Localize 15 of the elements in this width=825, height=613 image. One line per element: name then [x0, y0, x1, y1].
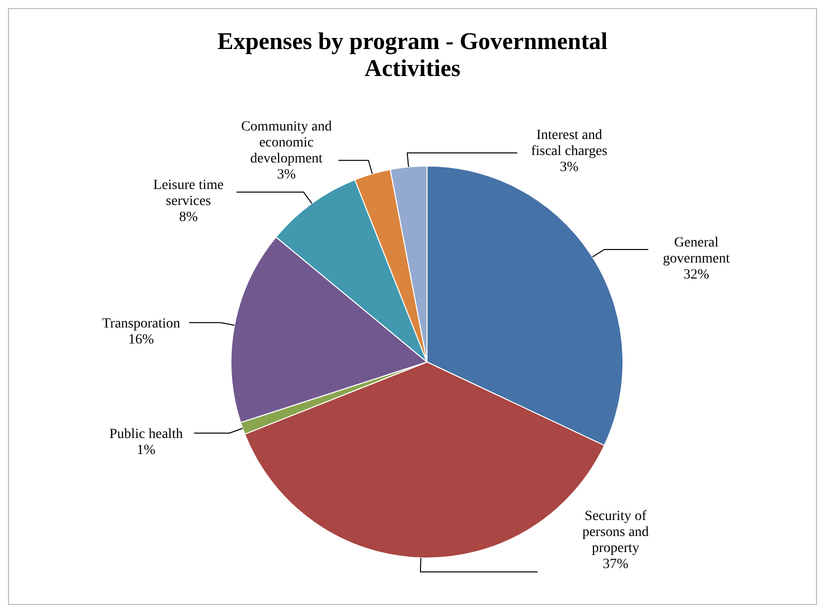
- slice-label: Leisure time services: [153, 178, 224, 210]
- slice-label: Community and economic development: [241, 119, 332, 166]
- slice-label: Security of persons and property: [582, 508, 649, 556]
- data-label: 1%: [136, 443, 156, 458]
- data-label: 3%: [560, 160, 579, 175]
- slice-label: Transporation: [102, 316, 180, 332]
- data-label: 32%: [683, 267, 710, 282]
- slice-label: Public health: [109, 427, 183, 442]
- data-label: 8%: [179, 210, 198, 226]
- chart-title: Expenses by program - Governmental Activities: [217, 29, 608, 82]
- data-label: 3%: [277, 167, 296, 182]
- slice-label: Interest and fiscal charges: [531, 128, 608, 159]
- slice-label: General government: [662, 235, 730, 266]
- data-label: 37%: [602, 556, 629, 572]
- data-label: 16%: [128, 332, 154, 348]
